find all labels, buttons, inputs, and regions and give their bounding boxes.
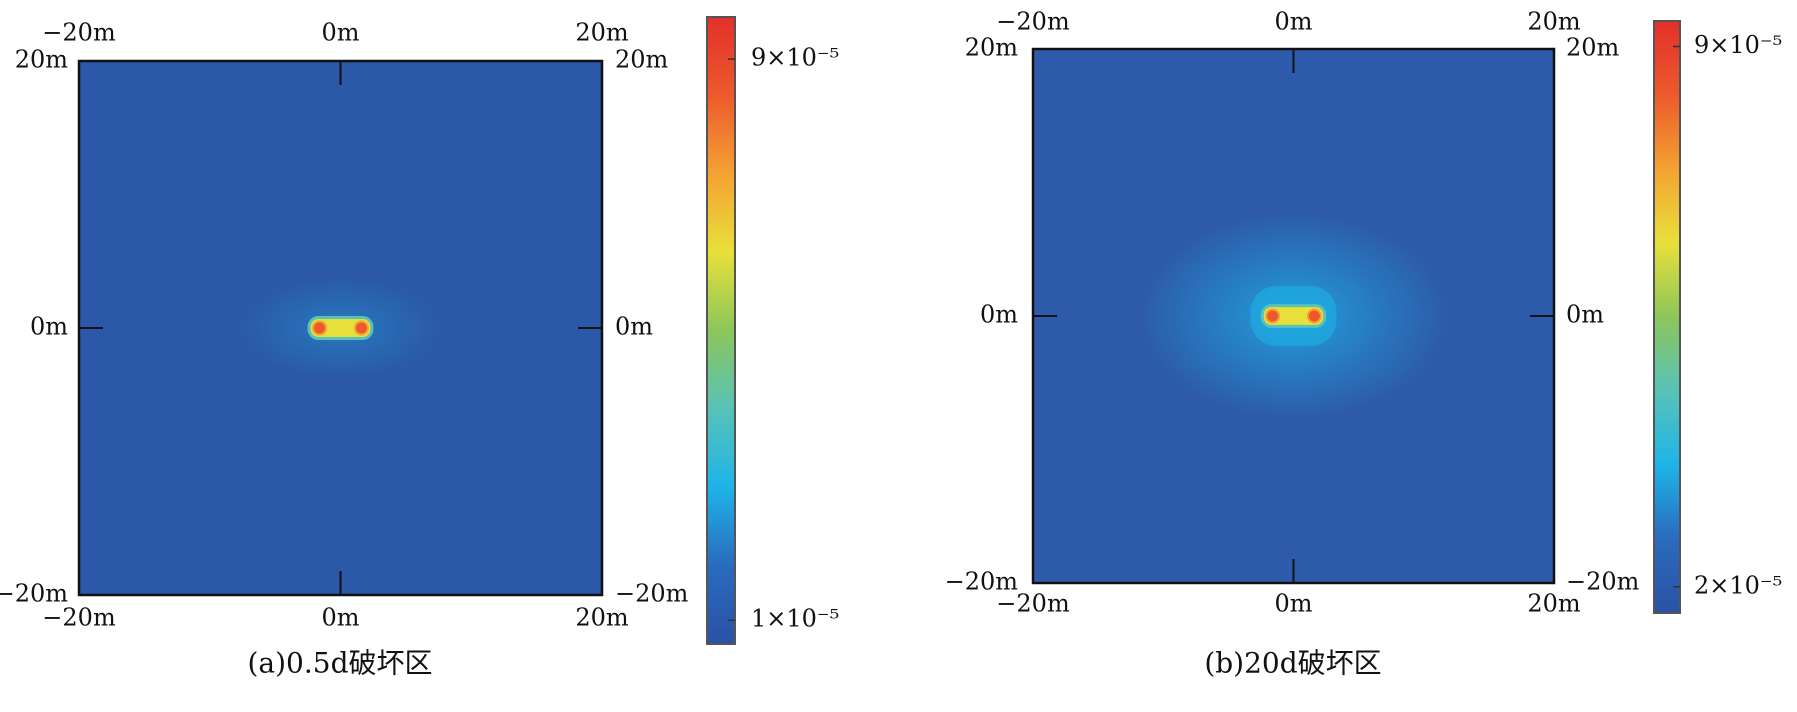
y-tick-label-right: 0m	[1566, 301, 1604, 329]
y-tick-label-right: 20m	[1566, 34, 1620, 62]
y-tick-label-right: −20m	[1566, 568, 1640, 596]
y-tick-label-left: −20m	[0, 580, 68, 608]
caption: (b)20d破坏区	[1204, 647, 1381, 680]
x-tick-label-bottom: 20m	[575, 604, 629, 632]
y-tick-label-right: −20m	[615, 580, 689, 608]
colorbar	[706, 16, 736, 645]
x-tick-label-top: 20m	[1527, 8, 1581, 36]
hot-spot	[312, 320, 328, 336]
x-tick-label-bottom: 0m	[321, 604, 359, 632]
y-tick-label-left: −20m	[945, 568, 1019, 596]
x-tick-label-bottom: 20m	[1527, 590, 1581, 618]
y-tick-label-left: 0m	[980, 301, 1018, 329]
x-tick-label-top: −20m	[42, 19, 116, 47]
colorbar-label: 1×10⁻⁵	[751, 605, 839, 633]
caption: (a)0.5d破坏区	[248, 647, 433, 680]
colorbar-label: 9×10⁻⁵	[751, 44, 839, 72]
hot-spot	[1265, 308, 1281, 324]
x-tick-label-top: −20m	[996, 8, 1070, 36]
hot-spot	[353, 320, 369, 336]
hot-spot	[1306, 308, 1322, 324]
y-tick-label-right: 20m	[615, 46, 669, 74]
x-tick-label-bottom: −20m	[996, 590, 1070, 618]
colorbar-label: 9×10⁻⁵	[1694, 31, 1782, 59]
x-tick-label-bottom: 0m	[1274, 590, 1312, 618]
colorbar-label: 2×10⁻⁵	[1694, 571, 1782, 599]
x-tick-label-top: 0m	[1274, 8, 1312, 36]
y-tick-label-left: 0m	[30, 313, 68, 341]
x-tick-label-top: 20m	[575, 19, 629, 47]
x-tick-label-top: 0m	[321, 19, 359, 47]
y-tick-label-right: 0m	[615, 313, 653, 341]
x-tick-label-bottom: −20m	[42, 604, 116, 632]
y-tick-label-left: 20m	[965, 34, 1019, 62]
colorbar	[1653, 20, 1681, 614]
y-tick-label-left: 20m	[15, 46, 69, 74]
